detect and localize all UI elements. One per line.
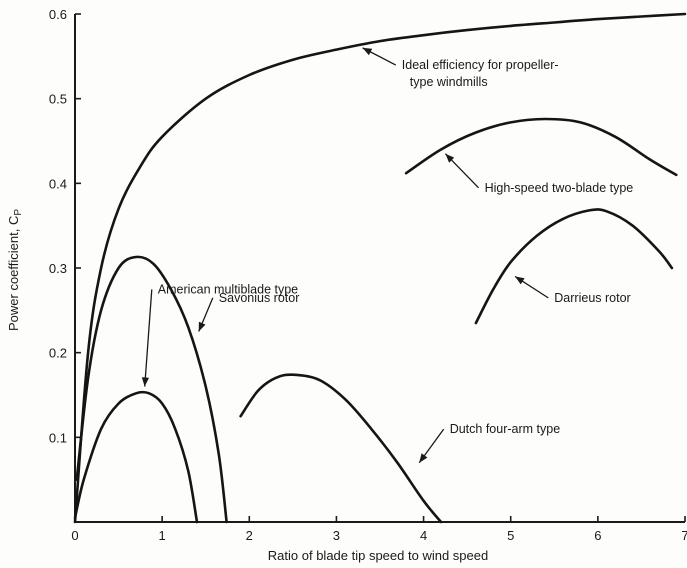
- annotation-label-ideal: Ideal efficiency for propeller-: [402, 58, 559, 72]
- x-tick-label: 2: [246, 528, 253, 543]
- series-line-ideal: [73, 12, 687, 524]
- y-tick-label: 0.5: [49, 92, 67, 107]
- x-tick-label: 3: [333, 528, 340, 543]
- annotation-label-ideal: type windmills: [410, 75, 488, 89]
- annotation-label-high-speed-two-blade: High-speed two-blade type: [485, 181, 634, 195]
- x-tick-label: 7: [681, 528, 687, 543]
- annotation-label-savonius: Savonius rotor: [219, 291, 300, 305]
- x-axis-title: Ratio of blade tip speed to wind speed: [268, 548, 488, 563]
- curves: [73, 12, 687, 524]
- y-axis-title-main: Power coefficient, C: [6, 216, 21, 331]
- y-tick-label: 0.2: [49, 346, 67, 361]
- annotation-label-dutch-four-arm: Dutch four-arm type: [450, 422, 561, 436]
- x-tick-label: 1: [159, 528, 166, 543]
- series-line-high-speed-two-blade: [404, 117, 678, 177]
- annotation-arrowhead-american-multiblade: [141, 377, 149, 387]
- series-line-american-multiblade: [73, 390, 199, 524]
- annotation-leader-american-multiblade: [144, 289, 153, 387]
- series-line-darrieus: [474, 208, 674, 325]
- y-tick-label: 0.3: [49, 261, 67, 276]
- annotation-arrowhead-savonius: [198, 321, 206, 332]
- y-tick-label: 0.1: [49, 430, 67, 445]
- x-tick-label: 0: [71, 528, 78, 543]
- annotation-label-american-multiblade: American multiblade type: [158, 282, 298, 296]
- y-tick-label: 0.6: [49, 7, 67, 22]
- annotation-arrowhead-ideal: [362, 47, 373, 56]
- series-line-dutch-four-arm: [239, 373, 443, 524]
- axes: 0 1 2 3 4 5 6 7 0.1 0.2 0.3 0.4 0.5 0.6: [49, 7, 687, 543]
- y-axis-title-subscript: P: [13, 209, 24, 216]
- axis-titles: Ratio of blade tip speed to wind speed P…: [6, 209, 488, 563]
- y-axis-title: Power coefficient, CP: [6, 209, 24, 331]
- annotation-arrowhead-darrieus: [515, 276, 525, 285]
- x-tick-label: 5: [507, 528, 514, 543]
- x-tick-label: 4: [420, 528, 427, 543]
- y-tick-label: 0.4: [49, 176, 67, 191]
- annotation-arrowhead-dutch-four-arm: [419, 453, 428, 463]
- annotation-arrowhead-high-speed-two-blade: [445, 153, 455, 163]
- series-line-savonius: [75, 255, 228, 524]
- x-tick-label: 6: [594, 528, 601, 543]
- annotation-label-darrieus: Darrieus rotor: [554, 291, 630, 305]
- annotations: Ideal efficiency for propeller-type wind…: [141, 47, 634, 464]
